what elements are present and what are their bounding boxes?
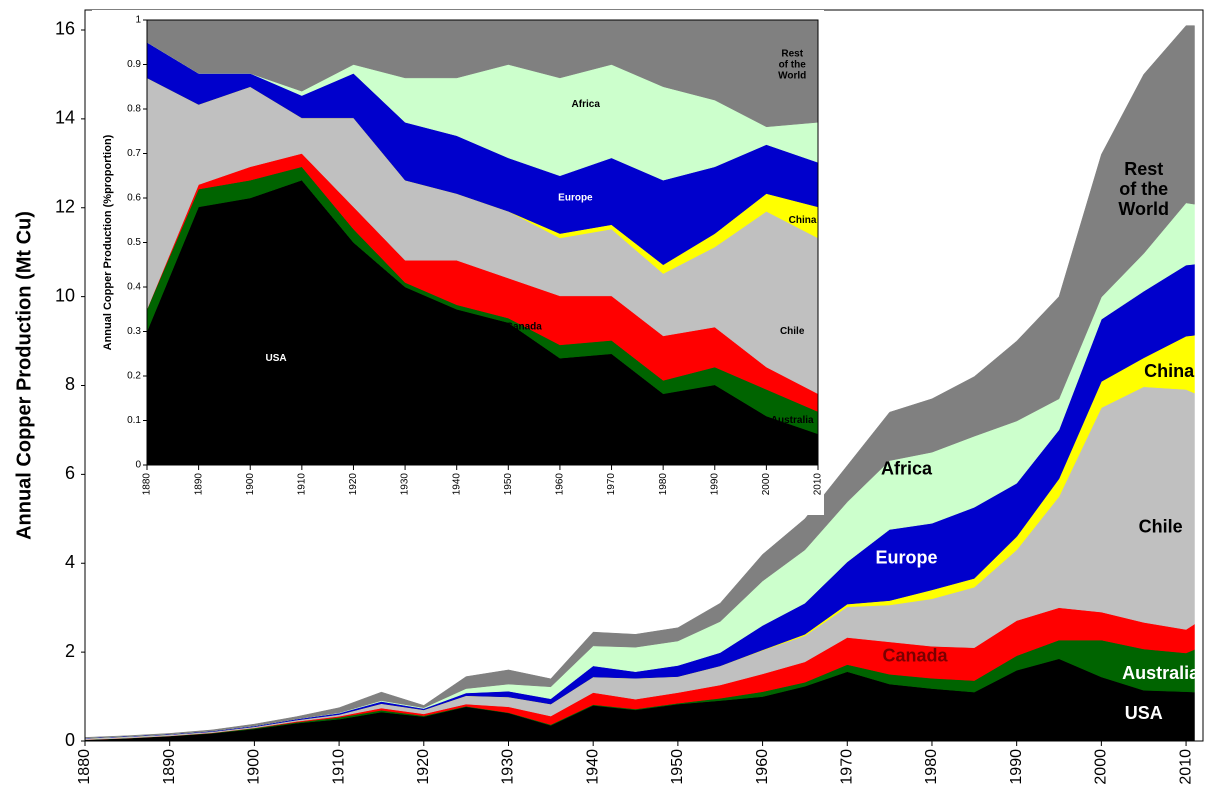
x-tick-label: 1980 bbox=[658, 473, 669, 496]
x-tick-label: 1880 bbox=[76, 749, 93, 785]
x-tick-label: 1940 bbox=[584, 749, 601, 785]
series-label: Rest of the World bbox=[1118, 159, 1169, 219]
x-tick-label: 1930 bbox=[500, 749, 517, 785]
series-label: Canada bbox=[506, 322, 543, 333]
series-label: Canada bbox=[883, 645, 949, 665]
y-tick-label: 4 bbox=[65, 552, 75, 572]
x-tick-label: 1880 bbox=[142, 473, 153, 496]
series-label: Rest of the World bbox=[778, 48, 806, 81]
y-tick-label: 8 bbox=[65, 374, 75, 394]
x-tick-label: 1930 bbox=[400, 473, 411, 496]
x-tick-label: 1990 bbox=[1008, 749, 1025, 785]
x-tick-label: 1900 bbox=[246, 749, 263, 785]
y-tick-label: 0.4 bbox=[127, 282, 141, 293]
y-axis-label: Annual Copper Production (%proportion) bbox=[102, 134, 114, 350]
y-tick-label: 0.6 bbox=[127, 193, 141, 204]
y-tick-label: 0.7 bbox=[127, 148, 141, 159]
series-label: USA bbox=[265, 353, 286, 364]
plot-area bbox=[146, 19, 819, 466]
x-tick-label: 1900 bbox=[245, 473, 256, 496]
y-tick-label: 0.2 bbox=[127, 371, 141, 382]
x-tick-label: 1970 bbox=[606, 473, 617, 496]
y-tick-label: 6 bbox=[65, 463, 75, 483]
series-label: Chile bbox=[1139, 516, 1183, 536]
series-label: China bbox=[1144, 361, 1195, 381]
series-label: Australia bbox=[1122, 663, 1200, 683]
series-label: Africa bbox=[572, 99, 601, 110]
series-label: China bbox=[789, 215, 817, 226]
y-tick-label: 16 bbox=[55, 19, 75, 39]
series-label: USA bbox=[1125, 703, 1163, 723]
x-tick-label: 1950 bbox=[669, 749, 686, 785]
y-tick-label: 10 bbox=[55, 285, 75, 305]
y-tick-label: 0 bbox=[65, 730, 75, 750]
plot-area bbox=[84, 25, 1195, 742]
x-tick-label: 1940 bbox=[451, 473, 462, 496]
x-tick-label: 1910 bbox=[330, 749, 347, 785]
y-tick-label: 2 bbox=[65, 641, 75, 661]
x-tick-label: 1920 bbox=[415, 749, 432, 785]
x-tick-label: 1960 bbox=[555, 473, 566, 496]
y-tick-label: 0.9 bbox=[127, 59, 141, 70]
x-tick-label: 2010 bbox=[1177, 749, 1194, 785]
x-tick-label: 1980 bbox=[923, 749, 940, 785]
y-tick-label: 12 bbox=[55, 196, 75, 216]
x-tick-label: 1960 bbox=[754, 749, 771, 785]
x-tick-label: 1970 bbox=[838, 749, 855, 785]
x-tick-label: 2000 bbox=[1093, 749, 1110, 785]
series-label: Australia bbox=[771, 415, 814, 426]
y-tick-label: 1 bbox=[135, 15, 141, 26]
y-tick-label: 0.5 bbox=[127, 237, 141, 248]
x-tick-label: 1920 bbox=[348, 473, 359, 496]
series-label: Chile bbox=[780, 326, 805, 337]
area-7 bbox=[84, 25, 1195, 739]
y-tick-label: 0 bbox=[135, 460, 141, 471]
series-label: Europe bbox=[558, 193, 593, 204]
x-tick-label: 1910 bbox=[296, 473, 307, 496]
x-tick-label: 1890 bbox=[193, 473, 204, 496]
y-axis-label: Annual Copper Production (Mt Cu) bbox=[13, 211, 35, 540]
x-tick-label: 1950 bbox=[503, 473, 514, 496]
series-label: Africa bbox=[881, 459, 933, 479]
y-tick-label: 0.1 bbox=[127, 415, 141, 426]
series-label: Europe bbox=[876, 548, 938, 568]
x-tick-label: 1890 bbox=[161, 749, 178, 785]
x-tick-label: 1990 bbox=[709, 473, 720, 496]
y-tick-label: 0.3 bbox=[127, 326, 141, 337]
y-tick-label: 0.8 bbox=[127, 104, 141, 115]
x-tick-label: 2010 bbox=[813, 473, 824, 496]
x-tick-label: 2000 bbox=[761, 473, 772, 496]
y-tick-label: 14 bbox=[55, 108, 75, 128]
